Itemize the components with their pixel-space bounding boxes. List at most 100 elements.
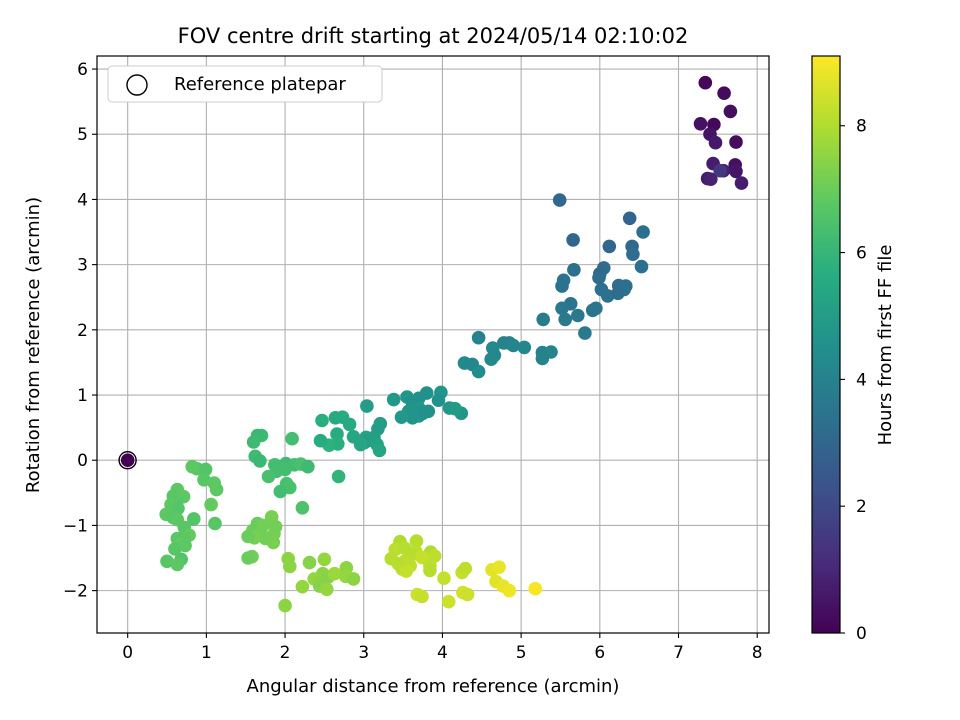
legend-marker — [126, 74, 148, 96]
data-point — [409, 534, 424, 548]
data-point — [492, 560, 506, 574]
data-point — [285, 431, 299, 446]
x-tick-label: 0 — [122, 643, 133, 663]
data-point — [315, 413, 329, 428]
colorbar-tick-label: 8 — [856, 117, 867, 137]
data-point — [320, 582, 334, 597]
x-tick-label: 8 — [752, 643, 763, 663]
data-point — [528, 581, 543, 596]
data-point — [484, 352, 499, 367]
data-point — [273, 484, 288, 499]
data-point — [555, 279, 569, 293]
data-point — [636, 225, 650, 239]
data-point — [431, 393, 446, 408]
data-point — [536, 312, 550, 327]
data-point — [372, 443, 387, 458]
colorbar-tick-label: 6 — [856, 244, 867, 264]
x-axis-label: Angular distance from reference (arcmin) — [247, 676, 620, 697]
data-point — [198, 462, 213, 477]
data-point — [246, 435, 261, 449]
data-point — [330, 427, 344, 441]
data-point — [634, 259, 649, 274]
x-axis-ticks: 0 1 2 3 4 5 6 7 8 — [122, 633, 763, 663]
colorbar-gradient — [811, 55, 841, 634]
y-tick-label: −1 — [63, 516, 88, 536]
legend-entry: Reference platepar — [174, 74, 346, 95]
y-tick-label: 4 — [77, 190, 88, 210]
reference-platepar-marker — [118, 451, 137, 470]
data-point — [693, 117, 708, 131]
data-point — [241, 551, 255, 565]
colorbar-ticks: 0 2 4 6 8 — [840, 117, 867, 644]
y-tick-label: 2 — [77, 321, 88, 341]
x-tick-label: 7 — [673, 643, 684, 663]
data-point — [600, 289, 615, 303]
data-point — [626, 247, 640, 261]
data-point — [415, 589, 429, 604]
y-axis-label: Rotation from reference (arcmin) — [23, 197, 44, 493]
data-point — [592, 270, 606, 285]
data-point — [555, 301, 569, 316]
data-point — [566, 233, 580, 247]
data-point — [585, 303, 600, 318]
data-point — [394, 410, 409, 425]
data-point — [208, 516, 222, 531]
data-point — [437, 571, 451, 585]
y-tick-label: 1 — [77, 386, 88, 406]
colorbar-label: Hours from first FF file — [875, 245, 896, 446]
data-point — [160, 554, 174, 569]
data-point — [360, 399, 374, 413]
data-point — [187, 512, 201, 526]
data-point — [698, 75, 713, 90]
data-point — [261, 469, 276, 484]
data-point — [327, 566, 342, 581]
data-point — [723, 104, 738, 119]
data-point — [405, 411, 420, 425]
data-point — [399, 564, 414, 578]
x-tick-label: 3 — [358, 643, 369, 663]
data-point — [283, 559, 297, 574]
colorbar-tick-label: 2 — [856, 497, 867, 517]
data-point — [427, 549, 442, 563]
colorbar-tick-label: 4 — [856, 370, 867, 390]
data-point — [734, 176, 749, 190]
data-point — [328, 411, 343, 425]
data-point — [178, 538, 192, 553]
data-point — [168, 542, 182, 556]
data-point — [295, 579, 310, 594]
data-point — [253, 454, 267, 468]
legend-box — [107, 65, 383, 103]
data-point — [197, 473, 211, 487]
data-point — [185, 459, 199, 474]
data-point — [578, 326, 592, 340]
data-point — [301, 459, 315, 474]
x-tick-label: 6 — [594, 643, 605, 663]
chart-title: FOV centre drift starting at 2024/05/14 … — [178, 24, 689, 48]
data-point — [729, 164, 743, 179]
data-point — [268, 519, 283, 534]
data-point — [708, 135, 723, 150]
data-point — [278, 598, 292, 613]
data-point — [448, 401, 462, 416]
data-point — [313, 433, 328, 448]
x-tick-label: 1 — [201, 643, 212, 663]
y-tick-label: 3 — [77, 256, 88, 276]
data-point — [552, 193, 567, 207]
colorbar-tick-label: 0 — [856, 624, 867, 644]
data-point — [266, 535, 281, 550]
data-point — [713, 163, 727, 178]
data-point — [295, 501, 310, 515]
y-tick-label: 5 — [77, 125, 88, 145]
colorbar: 0 2 4 6 8 Hours from first FF file — [811, 55, 896, 644]
data-point — [460, 587, 475, 602]
data-point — [535, 351, 550, 366]
y-tick-label: −2 — [63, 582, 88, 602]
data-point — [704, 172, 718, 186]
data-point — [558, 312, 572, 327]
data-point — [506, 338, 521, 353]
data-point — [571, 308, 585, 323]
y-tick-label: 6 — [77, 60, 88, 80]
data-point — [209, 482, 224, 497]
data-point — [416, 406, 430, 421]
